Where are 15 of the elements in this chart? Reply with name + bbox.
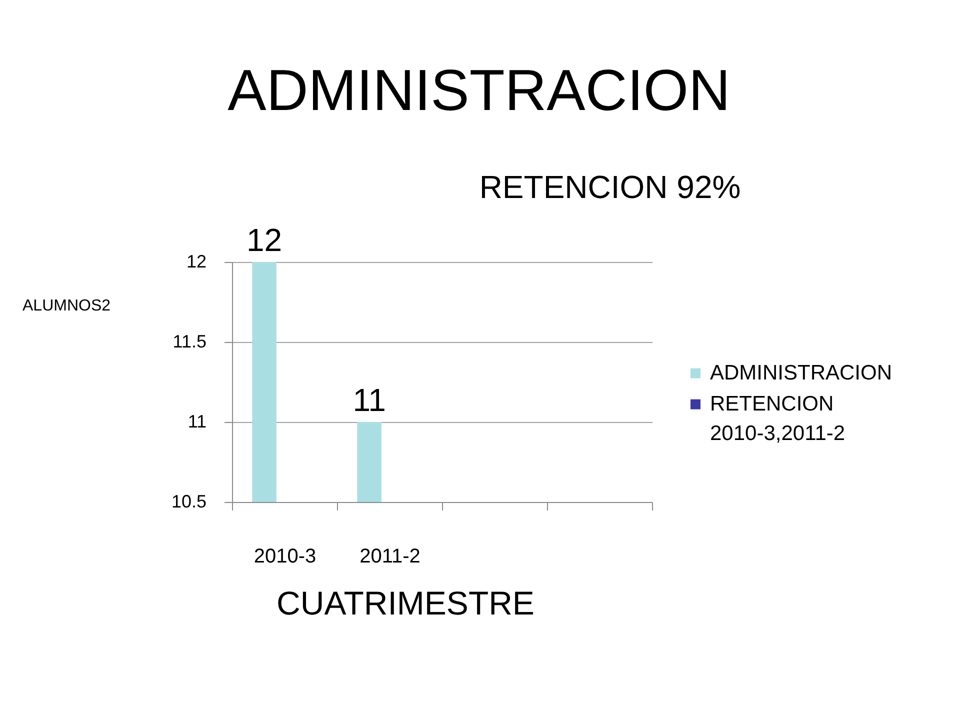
x-axis-title: CUATRIMESTRE — [276, 584, 534, 622]
y-axis-title: ALUMNOS2 — [22, 298, 111, 314]
data-label: 11 — [352, 382, 386, 418]
legend-label: ADMINISTRACION — [710, 361, 892, 384]
y-tick-label: 11 — [188, 412, 206, 432]
data-label: 12 — [246, 222, 282, 258]
x-tick-label: 2010-3 — [254, 546, 316, 568]
text: 2010-3,2011-2 — [710, 422, 846, 445]
legend-label: RETENCION — [710, 392, 834, 416]
chart-subtitle: RETENCION 92% — [479, 169, 741, 205]
y-tick-label: 10.5 — [171, 492, 206, 512]
x-tick-label: 2011-2 — [360, 546, 420, 568]
y-tick-label: 11.5 — [172, 332, 206, 352]
y-tick-label: 12 — [186, 252, 206, 272]
chart-title: ADMINISTRACION — [228, 58, 730, 123]
